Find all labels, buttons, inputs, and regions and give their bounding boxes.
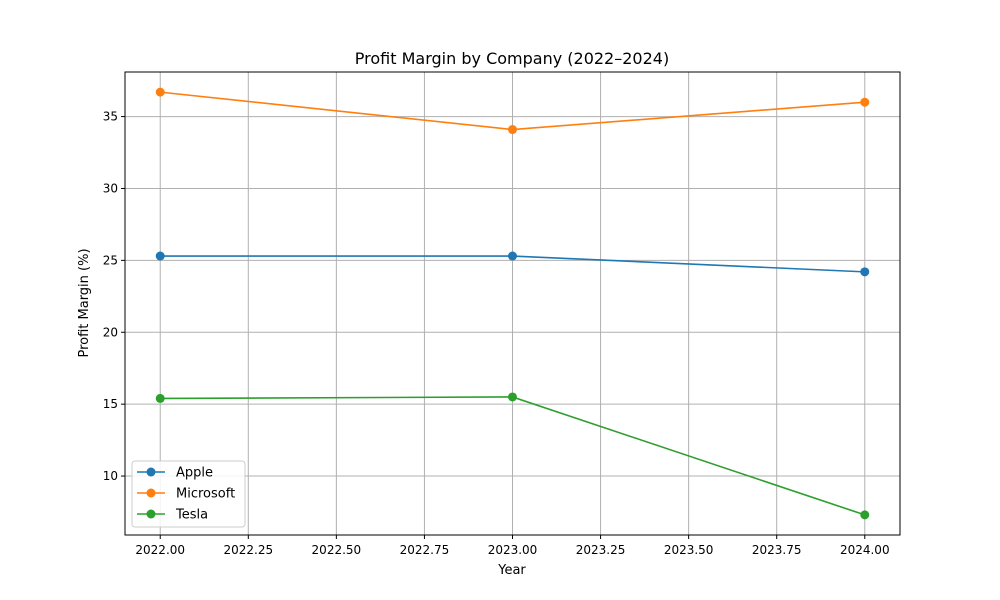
chart-title: Profit Margin by Company (2022–2024) bbox=[355, 49, 669, 68]
x-tick-label: 2022.25 bbox=[223, 543, 273, 557]
data-point-microsoft bbox=[155, 87, 165, 97]
data-point-tesla bbox=[155, 393, 165, 403]
x-tick-label: 2023.75 bbox=[752, 543, 802, 557]
legend-marker-tesla bbox=[146, 509, 156, 519]
data-point-apple bbox=[508, 251, 517, 261]
y-tick-label: 35 bbox=[103, 110, 118, 124]
x-tick-label: 2024.00 bbox=[840, 543, 890, 557]
y-tick-label: 15 bbox=[103, 397, 118, 411]
x-tick-label: 2022.00 bbox=[135, 543, 185, 557]
legend: Apple Microsoft Tesla bbox=[131, 460, 246, 528]
data-point-microsoft bbox=[860, 97, 870, 107]
y-axis-ticks: 10 15 20 25 30 35 bbox=[103, 110, 125, 483]
legend-label-apple: Apple bbox=[176, 466, 213, 481]
y-tick-label: 20 bbox=[103, 325, 118, 339]
data-point-apple bbox=[860, 267, 870, 277]
y-tick-label: 10 bbox=[103, 469, 118, 483]
legend-label-tesla: Tesla bbox=[175, 508, 208, 523]
data-point-apple bbox=[155, 251, 165, 261]
x-tick-label: 2023.25 bbox=[576, 543, 626, 557]
y-axis-label: Profit Margin (%) bbox=[77, 248, 92, 357]
data-point-microsoft bbox=[508, 125, 517, 135]
legend-marker-microsoft bbox=[146, 488, 156, 498]
x-tick-label: 2023.50 bbox=[664, 543, 714, 557]
legend-box bbox=[131, 460, 246, 528]
x-axis-ticks: 2022.00 2022.25 2022.50 2022.75 2023.00 2023.… bbox=[135, 535, 890, 557]
x-tick-label: 2022.50 bbox=[312, 543, 362, 557]
data-point-tesla bbox=[860, 510, 870, 520]
x-axis-label: Year bbox=[497, 563, 526, 578]
y-tick-label: 25 bbox=[103, 253, 118, 267]
x-tick-label: 2022.75 bbox=[400, 543, 450, 557]
data-point-tesla bbox=[508, 392, 517, 402]
x-tick-label: 2023.00 bbox=[488, 543, 538, 557]
series-layer bbox=[155, 87, 870, 520]
grid bbox=[125, 72, 900, 535]
legend-label-microsoft: Microsoft bbox=[176, 487, 235, 502]
legend-marker-apple bbox=[146, 467, 156, 477]
y-tick-label: 30 bbox=[103, 181, 118, 195]
